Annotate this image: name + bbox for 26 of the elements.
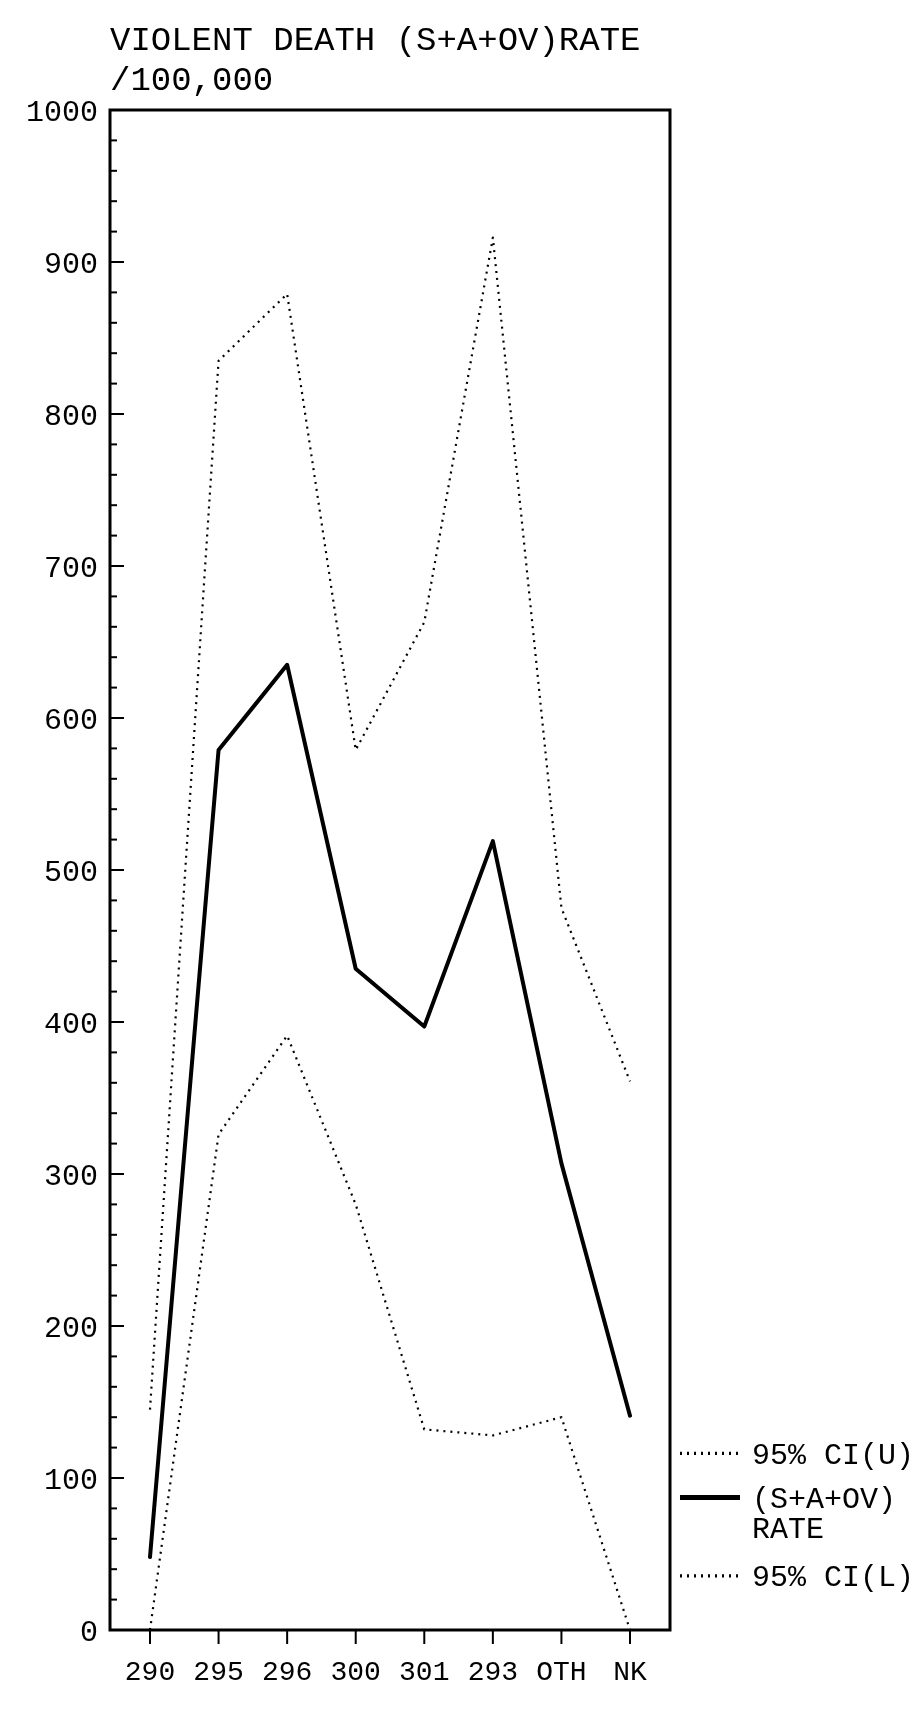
- y-tick-label: 500: [43, 855, 98, 890]
- y-tick-label: 600: [43, 703, 98, 738]
- x-tick-label: 293: [467, 1657, 519, 1688]
- x-tick-label: 296: [261, 1657, 313, 1688]
- y-tick-label: 800: [43, 399, 98, 434]
- legend-label: 95% CI(U): [752, 1438, 915, 1473]
- y-tick-label: 100: [43, 1463, 98, 1498]
- y-tick-label: 1000: [25, 95, 98, 130]
- legend-label: 95% CI(L): [752, 1561, 915, 1596]
- x-tick-label: 290: [124, 1657, 176, 1688]
- line-series: [148, 662, 632, 1560]
- legend-label: (S+A+OV) RATE: [752, 1483, 897, 1548]
- y-tick-label: 200: [43, 1311, 98, 1346]
- y-tick-label: 400: [43, 1007, 98, 1042]
- x-tick-label: OTH: [536, 1657, 587, 1688]
- x-tick-label: 300: [330, 1657, 381, 1688]
- y-tick-label: 700: [43, 551, 98, 586]
- y-tick-label: 900: [43, 247, 98, 282]
- y-tick-label: 0: [79, 1615, 98, 1650]
- line-series: [148, 236, 632, 1411]
- x-tick-label: 301: [399, 1657, 450, 1688]
- y-axis-title: /100,000: [110, 62, 274, 100]
- x-tick-label: 295: [193, 1657, 244, 1688]
- y-tick-label: 300: [43, 1159, 98, 1194]
- x-tick-label: NK: [613, 1657, 647, 1688]
- chart-title: VIOLENT DEATH (S+A+OV)RATE: [110, 22, 641, 60]
